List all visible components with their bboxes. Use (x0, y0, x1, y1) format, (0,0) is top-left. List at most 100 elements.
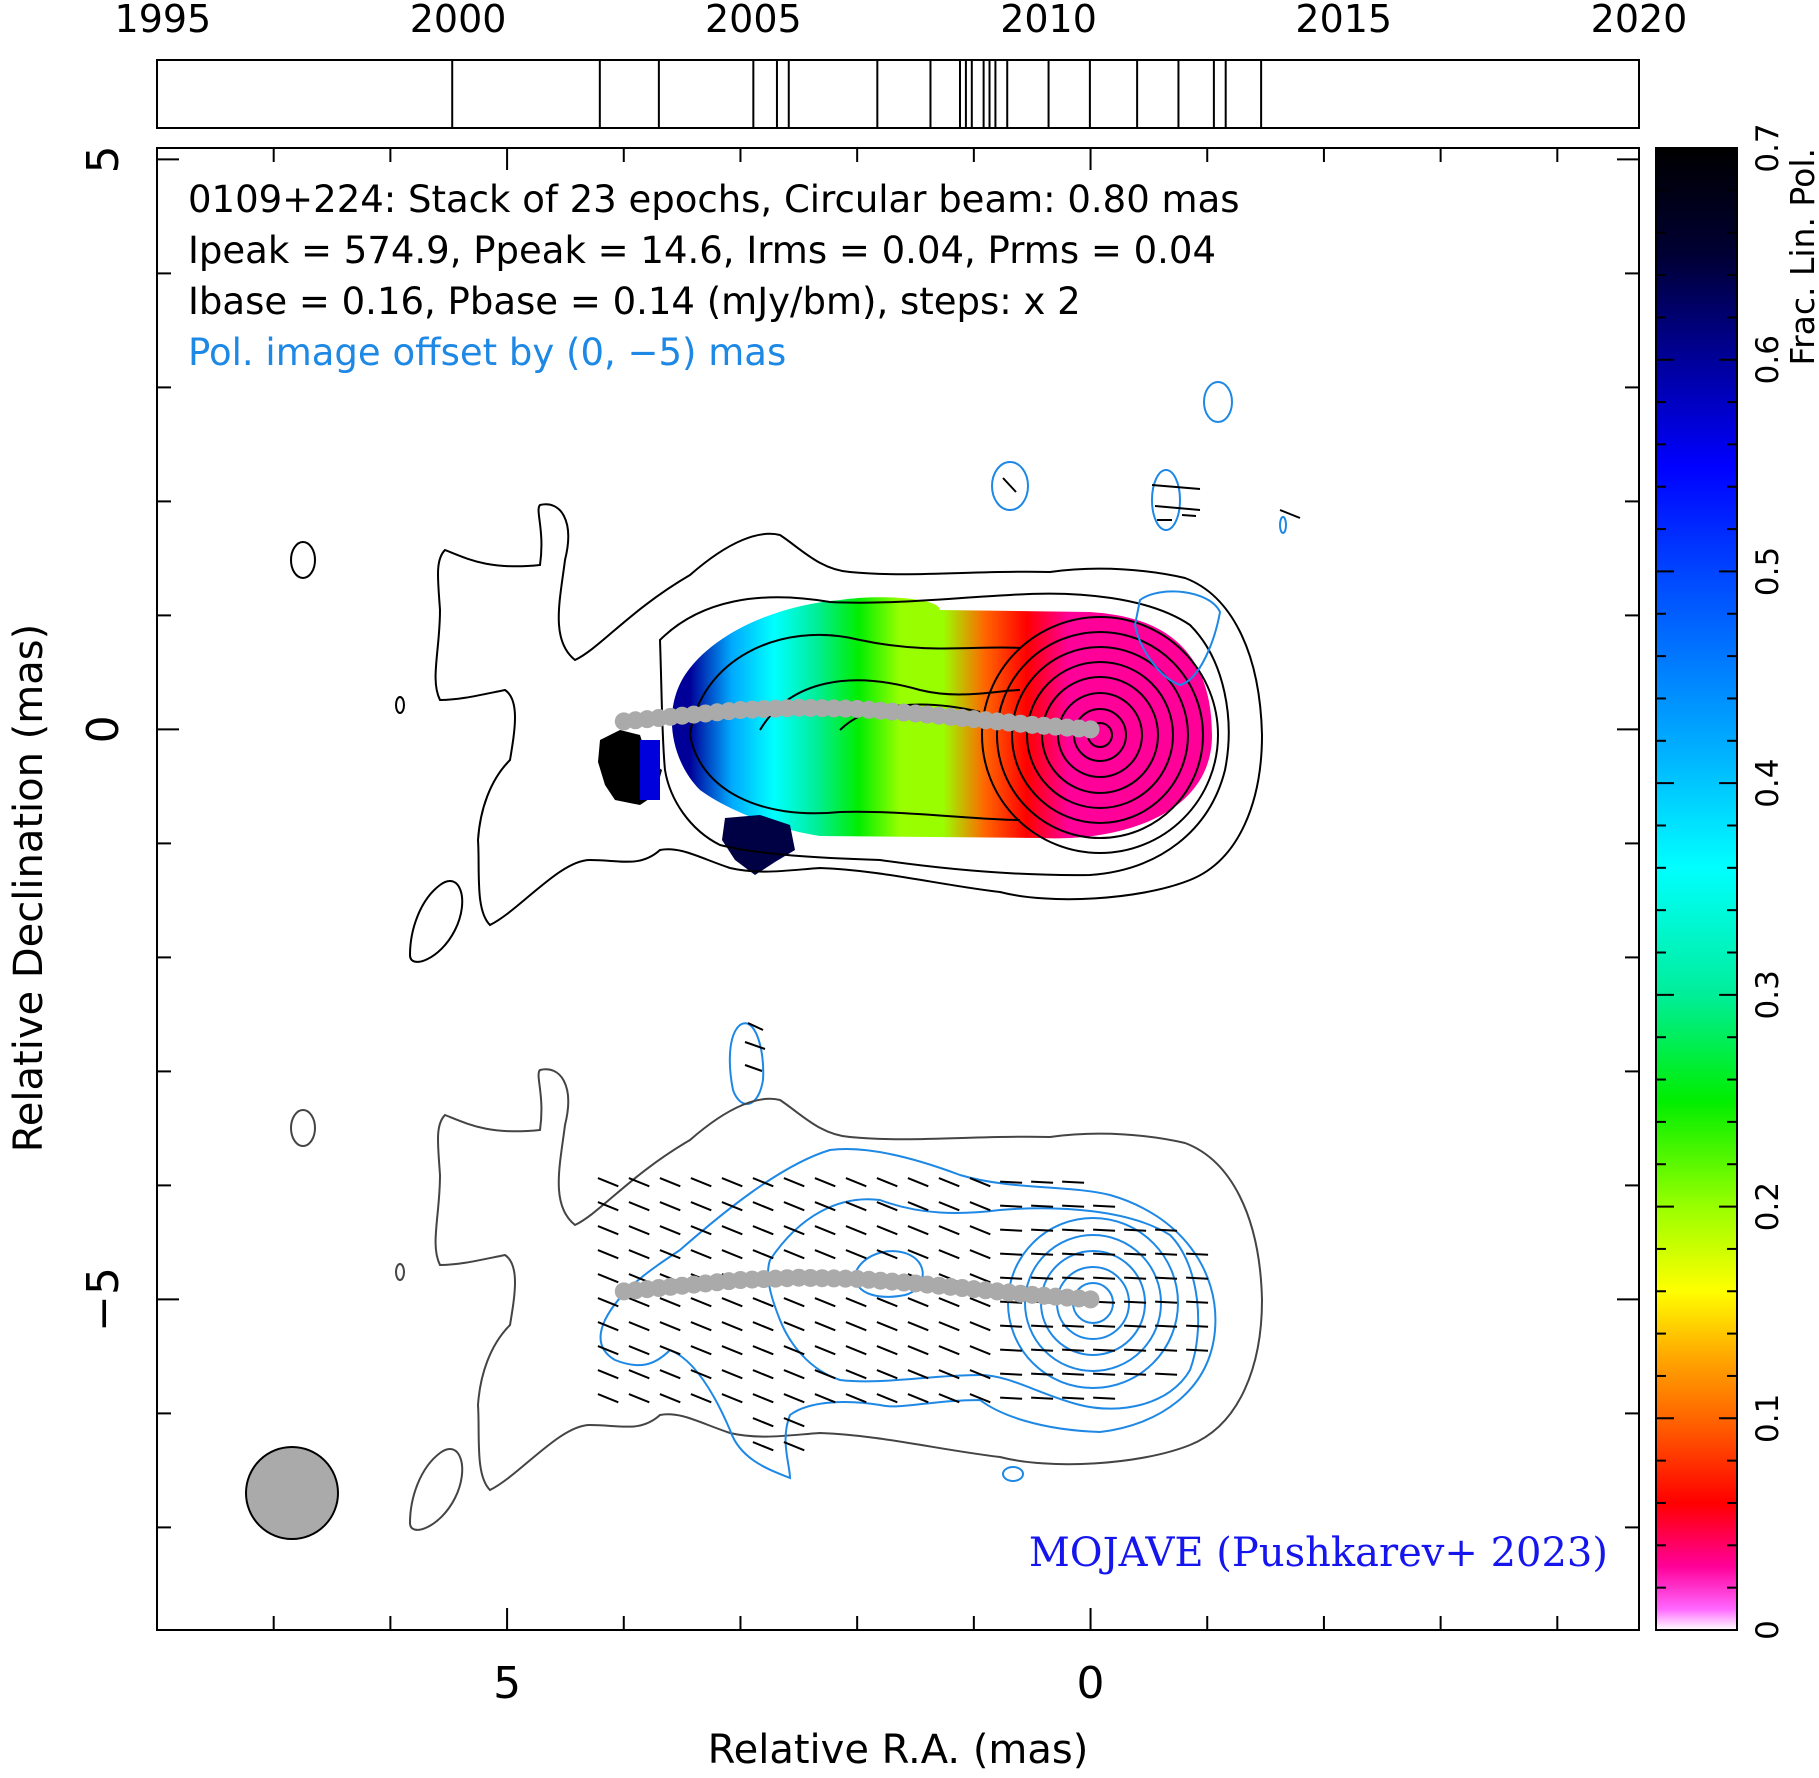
evpa-vector (628, 1321, 650, 1332)
evpa-vector (938, 1297, 960, 1308)
evpa-vector (1000, 1300, 1023, 1304)
evpa-vector (1000, 1228, 1023, 1232)
map-panel: 50 50−5 0109+224: Stack of 23 epochs, Ci… (78, 145, 1640, 1709)
evpa-tick (747, 1022, 764, 1031)
jet-contour-b (689, 734, 1021, 821)
x-axis-label: Relative R.A. (mas) (708, 1727, 1089, 1773)
evpa-vector (659, 1225, 681, 1236)
evpa-vector (1062, 1180, 1085, 1184)
timeline-year-label: 2020 (1591, 0, 1688, 41)
evpa-vector (938, 1249, 960, 1260)
evpa-vector (690, 1225, 712, 1236)
evpa-vector (1155, 1372, 1178, 1376)
i-island-3 (408, 880, 464, 963)
evpa-vector (814, 1321, 836, 1332)
evpa-vector (969, 1201, 991, 1212)
timeline-year-labels: 1995 2000 2005 2010 2015 2020 (115, 0, 1688, 41)
pol-island-6 (728, 1022, 765, 1105)
fpol-blue-patch (640, 740, 660, 800)
evpa-vector (597, 1201, 619, 1212)
timeline-epoch-marks (451, 61, 1263, 127)
evpa-vector (969, 1273, 991, 1284)
evpa-vector (690, 1249, 712, 1260)
evpa-vector (1062, 1252, 1085, 1256)
i-island-bottom-1 (290, 1109, 316, 1147)
evpa-vector (628, 1393, 650, 1404)
evpa-vector (1062, 1228, 1085, 1232)
timeline-year-label: 1995 (115, 0, 212, 41)
evpa-vector (1062, 1276, 1085, 1280)
evpa-vector (597, 1369, 619, 1380)
evpa-vector (690, 1393, 712, 1404)
evpa-vector (628, 1177, 650, 1188)
evpa-vector (814, 1369, 836, 1380)
evpa-vector (783, 1321, 805, 1332)
evpa-vector (628, 1297, 650, 1308)
i-outer-contour (434, 503, 1264, 927)
evpa-vector (783, 1297, 805, 1308)
colorbar-fill (1655, 147, 1738, 1631)
evpa-vector (597, 1345, 619, 1356)
pol-island-4 (1279, 516, 1287, 534)
evpa-vector (876, 1369, 898, 1380)
evpa-vector (597, 1249, 619, 1260)
evpa-vector (845, 1249, 867, 1260)
evpa-vector (690, 1369, 712, 1380)
core-contour-1 (981, 616, 1219, 854)
evpa-vector (814, 1345, 836, 1356)
evpa-vector (1186, 1300, 1209, 1304)
evpa-vector (597, 1393, 619, 1404)
evpa-vector (1062, 1348, 1085, 1352)
evpa-vector (876, 1393, 898, 1404)
pol-contour-3 (853, 1250, 924, 1298)
ridge-point (614, 1282, 633, 1301)
evpa-vector (752, 1441, 774, 1452)
evpa-vector (628, 1345, 650, 1356)
core-contours (689, 616, 1219, 854)
timeline-year-label: 2010 (1000, 0, 1097, 41)
i-island-bottom-3 (408, 1448, 464, 1531)
evpa-vector (969, 1345, 991, 1356)
evpa-vector (752, 1393, 774, 1404)
colorbar-label: Frac. Lin. Pol. (1783, 148, 1819, 366)
evpa-vector (876, 1321, 898, 1332)
core-contour-2 (996, 631, 1204, 839)
evpa-vector (721, 1321, 743, 1332)
colorbar-tick-label: 0 (1750, 1620, 1786, 1640)
evpa-tick (1002, 477, 1017, 493)
pol-offset-image (290, 1068, 1264, 1531)
evpa-vector (659, 1201, 681, 1212)
evpa-vector (1186, 1324, 1209, 1328)
evpa-vector (783, 1417, 805, 1428)
evpa-vector (1000, 1396, 1023, 1400)
evpa-vector (721, 1225, 743, 1236)
evpa-vector (1031, 1324, 1054, 1328)
evpa-vector (1155, 1276, 1178, 1280)
fpol-dark-blob-2 (722, 815, 795, 875)
evpa-vector (597, 1177, 619, 1188)
colorbar-tick-label: 0.5 (1750, 547, 1786, 596)
x-tick-label: 0 (1077, 1658, 1105, 1709)
evpa-vector (690, 1321, 712, 1332)
evpa-vector (659, 1297, 681, 1308)
evpa-vector (1031, 1276, 1054, 1280)
core-contour-3 (1011, 646, 1189, 824)
evpa-vector (907, 1345, 929, 1356)
evpa-vector (1000, 1348, 1023, 1352)
evpa-vector (876, 1345, 898, 1356)
evpa-vector (659, 1369, 681, 1380)
evpa-tick (1181, 514, 1197, 517)
evpa-vector (690, 1297, 712, 1308)
evpa-vector (814, 1393, 836, 1404)
evpa-vector (1124, 1276, 1147, 1280)
evpa-vector (752, 1321, 774, 1332)
y-tick-label: 5 (78, 145, 129, 173)
evpa-vector (1000, 1324, 1023, 1328)
evpa-vector (814, 1225, 836, 1236)
evpa-vector (752, 1417, 774, 1428)
evpa-vector (721, 1345, 743, 1356)
evpa-vector (1031, 1252, 1054, 1256)
evpa-vector (1155, 1300, 1178, 1304)
evpa-vector (1093, 1276, 1116, 1280)
header-line-1: 0109+224: Stack of 23 epochs, Circular b… (188, 178, 1240, 221)
